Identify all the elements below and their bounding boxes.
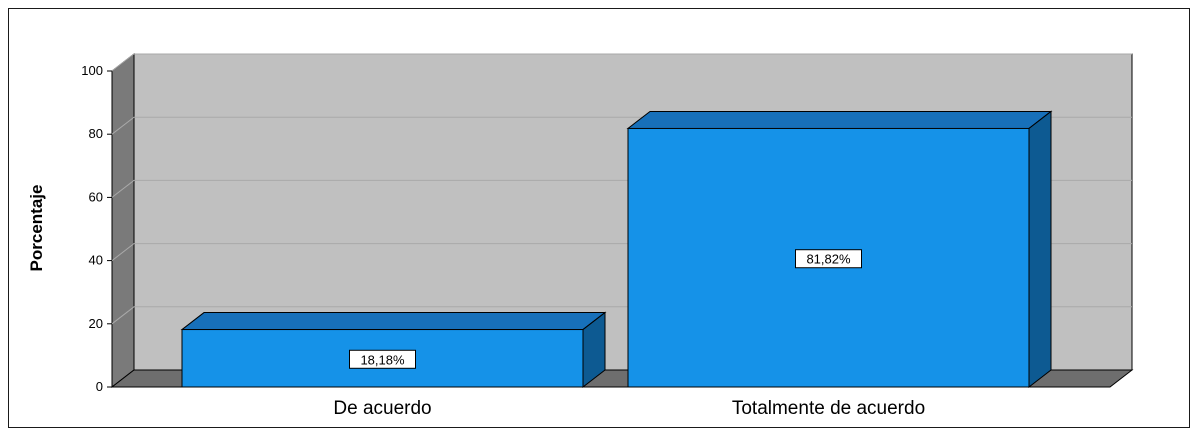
y-tick-label: 40 xyxy=(89,253,103,268)
y-tick-label: 0 xyxy=(96,379,103,394)
bar-top xyxy=(180,312,607,331)
bar: 18,18% xyxy=(180,311,607,389)
y-axis-ticks: 0 20 40 60 80 100 xyxy=(81,63,112,394)
data-label-box xyxy=(795,249,862,269)
y-tick-label: 60 xyxy=(89,189,103,204)
y-tick-label: 100 xyxy=(81,63,103,78)
side-wall xyxy=(111,52,135,389)
bar: 81,82% xyxy=(626,110,1053,389)
x-category-label: Totalmente de acuerdo xyxy=(732,398,925,416)
data-label: 18,18% xyxy=(360,352,405,367)
y-tick-label: 20 xyxy=(89,316,103,331)
bars: 18,18% 81,82% xyxy=(180,110,1053,389)
bar-chart: 0 20 40 60 80 100 18,18% 81,82% De acuerdo Tota… xyxy=(27,52,1134,416)
gridline xyxy=(111,53,1132,72)
bar-side xyxy=(1028,110,1052,389)
data-label: 81,82% xyxy=(806,252,851,267)
data-label-box xyxy=(349,349,416,369)
bar-top xyxy=(626,110,1053,129)
y-tick-label: 80 xyxy=(89,126,103,141)
x-axis-categories: De acuerdo Totalmente de acuerdo xyxy=(333,398,925,416)
y-axis-label: Porcentaje xyxy=(27,185,46,272)
x-category-label: De acuerdo xyxy=(333,398,431,416)
